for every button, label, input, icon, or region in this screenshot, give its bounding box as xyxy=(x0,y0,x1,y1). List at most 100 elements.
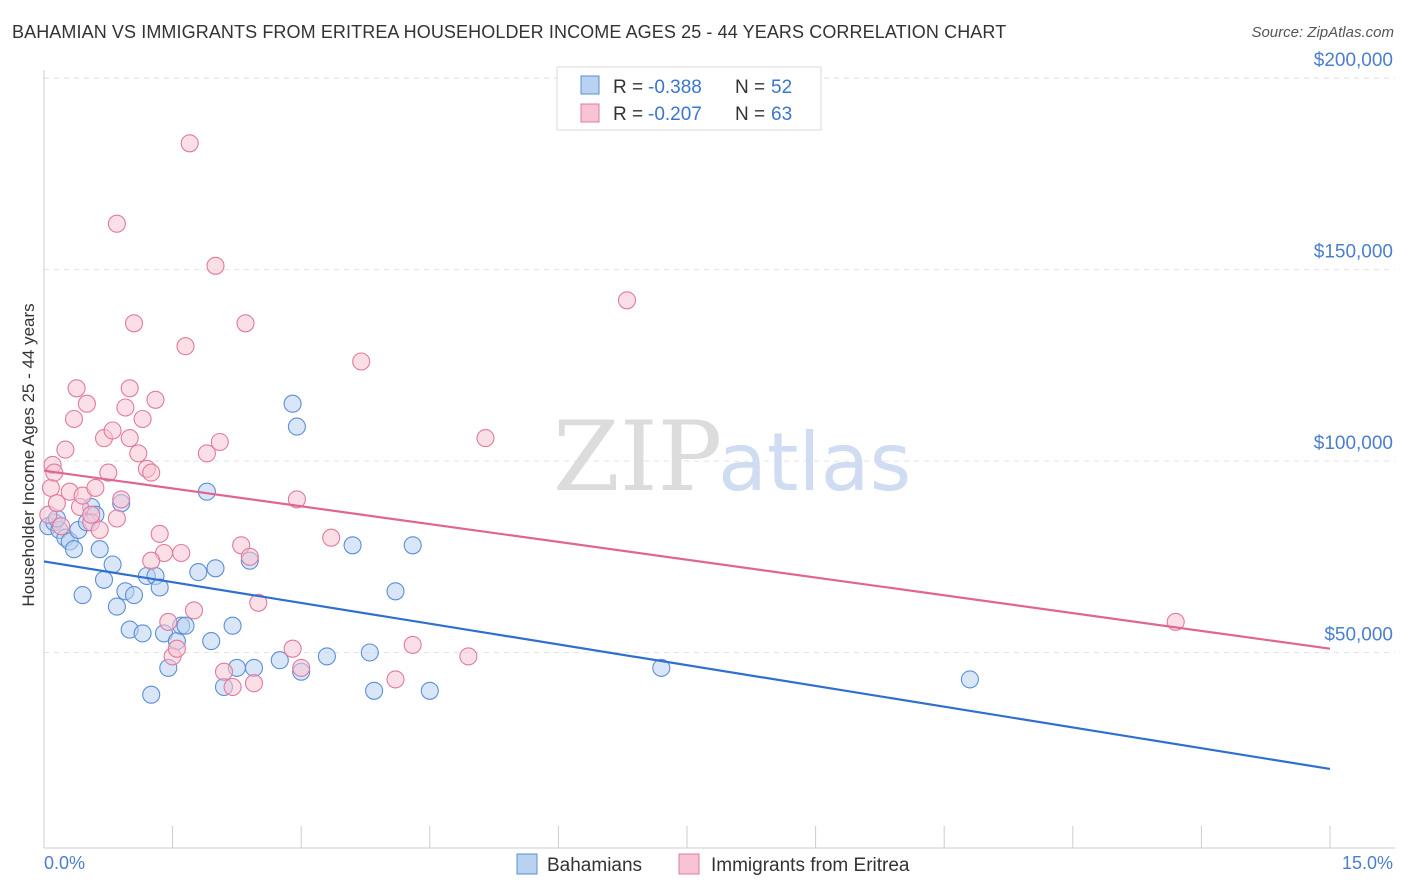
data-point xyxy=(47,494,66,513)
data-point xyxy=(107,214,126,233)
data-point xyxy=(116,398,135,417)
data-point xyxy=(56,440,75,459)
chart-source: Source: ZipAtlas.com xyxy=(1251,24,1394,41)
data-point xyxy=(52,517,71,536)
data-point xyxy=(129,444,148,463)
x-tick-label-max: 15.0% xyxy=(1342,853,1393,873)
data-point xyxy=(86,478,105,497)
data-point xyxy=(120,429,139,448)
data-point xyxy=(124,586,144,605)
data-point xyxy=(99,463,118,482)
data-point xyxy=(287,490,306,509)
data-point xyxy=(223,616,242,635)
data-point xyxy=(214,662,234,681)
data-point xyxy=(459,647,478,666)
data-point xyxy=(206,559,225,578)
correlation-legend: R = -0.388 N = 52 R = -0.207 N = 63 xyxy=(556,66,822,131)
data-point xyxy=(133,624,152,643)
data-point xyxy=(403,536,422,555)
legend-n-value-eritrea: 63 xyxy=(771,104,792,125)
data-point xyxy=(197,444,216,463)
watermark: ZIP atlas xyxy=(553,401,911,513)
data-point xyxy=(617,291,637,310)
data-point xyxy=(159,612,178,631)
legend-n-label-eritrea: N = xyxy=(735,104,770,125)
series-eritrea-points xyxy=(39,134,1185,697)
y-tick-label: $150,000 xyxy=(1314,242,1393,263)
watermark-atlas: atlas xyxy=(718,416,911,509)
legend-n-label-bahamians: N = xyxy=(735,77,770,98)
data-point xyxy=(360,643,379,662)
data-point xyxy=(386,582,405,601)
data-point xyxy=(206,256,225,275)
data-point xyxy=(365,681,384,700)
data-point xyxy=(120,379,139,398)
data-point xyxy=(112,490,131,509)
legend-r-label-bahamians: R = xyxy=(613,77,648,98)
series-legend-label-eritrea: Immigrants from Eritrea xyxy=(711,855,910,876)
data-point xyxy=(223,677,242,697)
data-point xyxy=(77,394,96,413)
data-point xyxy=(283,639,302,658)
data-point xyxy=(41,478,60,497)
legend-swatch-bahamians xyxy=(580,75,600,95)
data-point xyxy=(270,651,289,670)
data-point xyxy=(64,540,84,559)
data-point xyxy=(322,528,341,547)
data-point xyxy=(960,670,979,689)
data-point xyxy=(142,463,161,482)
x-tick-label-min: 0.0% xyxy=(44,853,85,873)
trend-line-bahamians xyxy=(43,560,1331,771)
data-point xyxy=(210,432,229,452)
data-point xyxy=(167,639,186,658)
legend-n-value-bahamians: 52 xyxy=(771,77,792,98)
x-ticks xyxy=(172,826,1331,848)
data-point xyxy=(103,421,122,440)
data-point xyxy=(317,647,336,666)
legend-r-value-bahamians: -0.388 xyxy=(648,77,702,98)
chart-title: BAHAMIAN VS IMMIGRANTS FROM ERITREA HOUS… xyxy=(12,22,1007,42)
data-point xyxy=(142,551,161,570)
data-point xyxy=(94,570,114,589)
y-tick-label: $100,000 xyxy=(1314,433,1393,454)
series-legend: Bahamians Immigrants from Eritrea xyxy=(516,853,910,876)
watermark-zip: ZIP xyxy=(553,401,722,513)
data-point xyxy=(73,586,92,605)
data-point xyxy=(287,417,306,436)
data-point xyxy=(343,536,362,555)
data-point xyxy=(236,314,255,333)
axes xyxy=(43,70,1395,849)
data-point xyxy=(176,616,195,635)
series-legend-swatch-eritrea xyxy=(678,853,700,875)
data-point xyxy=(142,685,161,704)
data-point xyxy=(107,509,126,528)
trend-lines xyxy=(43,469,1331,771)
data-point xyxy=(180,134,199,153)
data-point xyxy=(283,394,302,413)
data-point xyxy=(202,632,221,651)
data-point xyxy=(476,429,495,448)
data-point xyxy=(420,681,439,700)
data-point xyxy=(90,520,109,540)
trend-line-eritrea xyxy=(43,469,1331,650)
data-point xyxy=(189,563,208,582)
data-point xyxy=(292,658,311,677)
data-point xyxy=(150,524,169,543)
data-point xyxy=(64,409,84,429)
series-legend-swatch-bahamians xyxy=(516,853,538,875)
data-point xyxy=(133,409,152,429)
y-axis-label: Householder Income Ages 25 - 44 years xyxy=(19,303,38,606)
x-tick-labels: 0.0% 15.0% xyxy=(44,853,1393,873)
y-tick-label: $200,000 xyxy=(1314,50,1393,71)
data-point xyxy=(352,352,371,371)
y-tick-labels: $50,000 $100,000 $150,000 $200,000 xyxy=(1314,50,1393,645)
data-point xyxy=(240,547,259,566)
data-point xyxy=(146,390,165,409)
data-point xyxy=(67,379,86,398)
correlation-legend-box xyxy=(556,66,822,131)
data-point xyxy=(386,670,405,689)
data-point xyxy=(107,597,126,616)
data-point xyxy=(184,601,204,620)
legend-swatch-eritrea xyxy=(580,103,600,123)
